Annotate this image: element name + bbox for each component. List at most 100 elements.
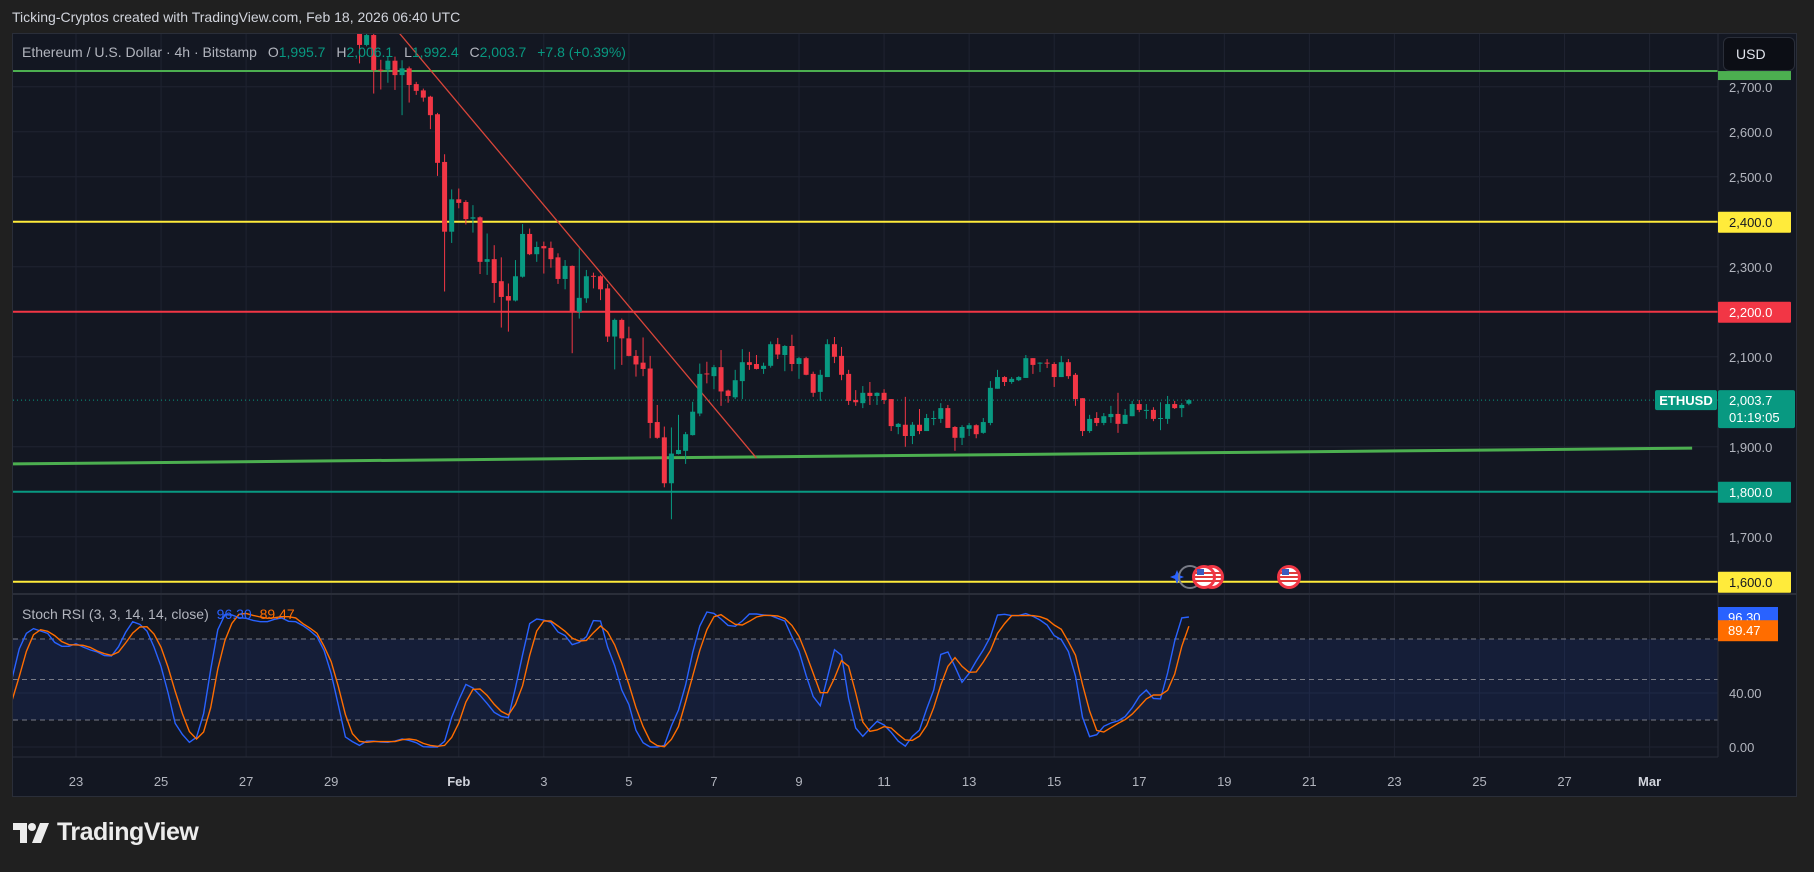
candle[interactable]	[1009, 377, 1015, 384]
stoch-d-line[interactable]	[12, 612, 1190, 748]
candle[interactable]	[853, 390, 859, 406]
candle[interactable]	[612, 318, 618, 370]
candle[interactable]	[520, 224, 526, 278]
candle[interactable]	[775, 337, 781, 360]
candle[interactable]	[583, 269, 589, 303]
candle[interactable]	[590, 272, 596, 289]
candle[interactable]	[697, 363, 703, 417]
candle[interactable]	[605, 283, 611, 342]
tradingview-logo[interactable]: TradingView	[13, 818, 199, 847]
candle[interactable]	[484, 233, 490, 275]
candle[interactable]	[746, 351, 752, 370]
candle[interactable]	[647, 355, 653, 439]
candle[interactable]	[1122, 409, 1128, 424]
candle[interactable]	[1136, 400, 1142, 413]
candle[interactable]	[512, 260, 518, 302]
candle[interactable]	[938, 403, 944, 423]
candle[interactable]	[385, 56, 391, 83]
candle[interactable]	[761, 362, 767, 374]
candle[interactable]	[371, 26, 377, 94]
candle[interactable]	[413, 81, 419, 95]
candle[interactable]	[768, 341, 774, 368]
candle[interactable]	[619, 318, 625, 365]
candle[interactable]	[1051, 362, 1057, 387]
candle[interactable]	[959, 425, 965, 445]
candle[interactable]	[895, 422, 901, 435]
candle[interactable]	[1065, 359, 1071, 379]
candle[interactable]	[725, 389, 731, 403]
candle[interactable]	[994, 369, 1000, 389]
candle[interactable]	[1094, 412, 1100, 427]
candle[interactable]	[364, 24, 370, 47]
economic-events[interactable]	[1170, 565, 1301, 589]
candle[interactable]	[654, 404, 660, 439]
candle[interactable]	[392, 56, 398, 90]
candle[interactable]	[718, 350, 724, 406]
candle[interactable]	[470, 205, 476, 233]
candle[interactable]	[704, 361, 710, 384]
candle[interactable]	[562, 260, 568, 290]
candle[interactable]	[491, 245, 497, 303]
candle[interactable]	[1044, 359, 1050, 369]
axes[interactable]: 23 25 27 29 Feb 3 5 7 9 11 13 15 17 19 21 23 25 27 Mar 2,70…	[69, 71, 1795, 789]
candle[interactable]	[1016, 376, 1022, 382]
candle[interactable]	[874, 392, 880, 405]
candle[interactable]	[548, 241, 554, 268]
candle[interactable]	[498, 257, 504, 328]
candle[interactable]	[987, 381, 993, 426]
candle[interactable]	[739, 349, 745, 400]
candle[interactable]	[1023, 355, 1029, 378]
candle[interactable]	[1115, 392, 1121, 433]
candle[interactable]	[782, 345, 788, 372]
candle[interactable]	[1037, 362, 1043, 373]
candle[interactable]	[598, 275, 604, 301]
candle[interactable]	[1030, 358, 1036, 374]
candle[interactable]	[1172, 400, 1178, 409]
candle[interactable]	[683, 431, 689, 464]
currency-button[interactable]: USD	[1723, 37, 1795, 71]
candle[interactable]	[427, 95, 433, 130]
candle[interactable]	[966, 422, 972, 436]
candle[interactable]	[534, 241, 540, 262]
candle[interactable]	[378, 59, 384, 90]
candle[interactable]	[576, 248, 582, 319]
candle[interactable]	[463, 200, 469, 225]
symbol-title[interactable]: Ethereum / U.S. Dollar · 4h · Bitstamp	[22, 44, 257, 60]
candle[interactable]	[796, 356, 802, 379]
candle[interactable]	[1129, 400, 1135, 417]
candle[interactable]	[803, 356, 809, 376]
candle[interactable]	[420, 88, 426, 102]
candle[interactable]	[633, 350, 639, 377]
candle[interactable]	[1143, 404, 1149, 419]
trendline-resistance[interactable]	[397, 30, 757, 459]
trendline-support[interactable]	[12, 446, 1693, 466]
candle[interactable]	[676, 414, 682, 455]
candle[interactable]	[888, 399, 894, 432]
candle[interactable]	[810, 371, 816, 397]
candle[interactable]	[357, 24, 363, 64]
stoch-title[interactable]: Stoch RSI (3, 3, 14, 14, close)	[22, 606, 209, 622]
candle[interactable]	[1186, 399, 1192, 406]
us-flag-icon[interactable]	[1277, 565, 1301, 589]
candle[interactable]	[1150, 407, 1156, 422]
candle[interactable]	[732, 369, 738, 400]
candle[interactable]	[867, 382, 873, 405]
candle[interactable]	[1108, 405, 1114, 423]
candle[interactable]	[527, 228, 533, 256]
candle[interactable]	[924, 413, 930, 432]
candle[interactable]	[860, 386, 866, 409]
candle[interactable]	[945, 404, 951, 428]
candle[interactable]	[917, 409, 923, 435]
candle[interactable]	[711, 364, 717, 390]
candle[interactable]	[668, 427, 674, 520]
candle[interactable]	[909, 422, 915, 445]
us-flag-icon[interactable]	[1192, 565, 1216, 589]
candle[interactable]	[1002, 376, 1008, 387]
candle[interactable]	[1179, 403, 1185, 418]
candle[interactable]	[753, 355, 759, 370]
chart-panel[interactable]	[12, 33, 1797, 797]
candle[interactable]	[902, 396, 908, 447]
candle[interactable]	[477, 216, 483, 274]
candle[interactable]	[931, 410, 937, 426]
